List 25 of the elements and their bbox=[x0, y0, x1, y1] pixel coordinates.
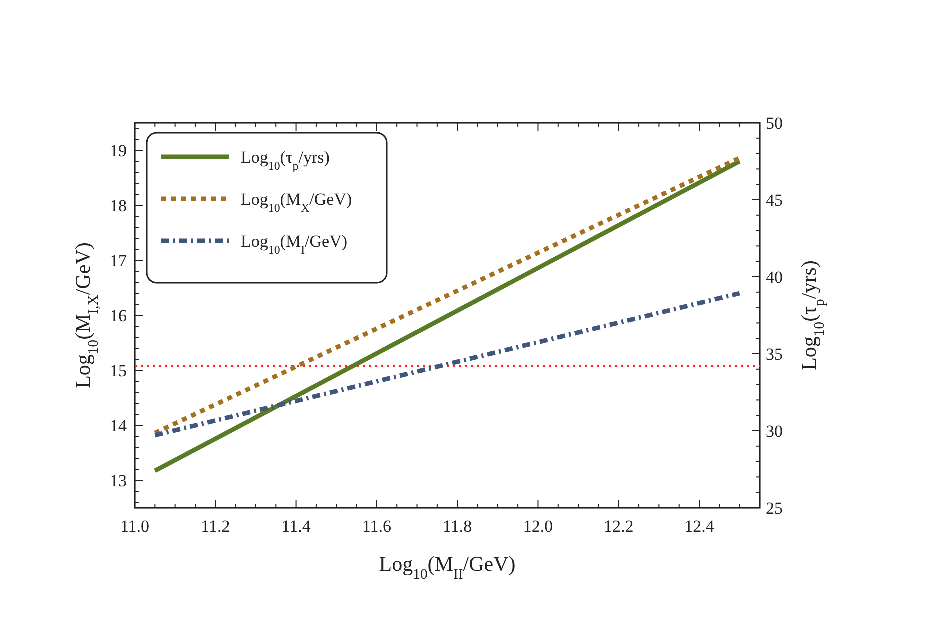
x-tick-label: 12.4 bbox=[684, 517, 715, 536]
y-tick-label: 16 bbox=[110, 306, 127, 326]
y2-tick-label: 50 bbox=[766, 114, 783, 133]
legend-label: Log$_{10}$(τ$_{p}$/yrs) bbox=[241, 148, 330, 173]
x-tick-label: 11.0 bbox=[120, 517, 150, 536]
y2-tick-label: 45 bbox=[766, 190, 783, 210]
y2-tick-label: 25 bbox=[766, 498, 783, 518]
y-tick-label: 14 bbox=[110, 416, 128, 436]
y-tick-label: 17 bbox=[110, 251, 128, 270]
x-tick-label: 11.4 bbox=[282, 517, 312, 536]
legend-label: Log$_{10}$(M$_{I}$/GeV) bbox=[241, 232, 348, 257]
y2-tick-label: 30 bbox=[766, 422, 783, 441]
x-tick-label: 11.6 bbox=[362, 517, 392, 536]
y-tick-label: 15 bbox=[110, 361, 127, 380]
x-tick-label: 12.2 bbox=[604, 517, 634, 536]
x-axis-title: Log$_{10}$(M$_{II}$/GeV) bbox=[379, 552, 516, 583]
y-tick-label: 19 bbox=[110, 141, 127, 160]
x-tick-label: 12.0 bbox=[523, 517, 554, 536]
x-tick-label: 11.2 bbox=[201, 517, 230, 536]
y-tick-label: 18 bbox=[110, 196, 127, 216]
x-tick-label: 11.8 bbox=[443, 517, 472, 536]
y-tick-label: 13 bbox=[110, 471, 127, 490]
y2-tick-label: 35 bbox=[766, 344, 783, 364]
legend-label: Log$_{10}$(M$_{X}$/GeV) bbox=[241, 190, 352, 215]
y2-tick-label: 40 bbox=[766, 268, 783, 287]
